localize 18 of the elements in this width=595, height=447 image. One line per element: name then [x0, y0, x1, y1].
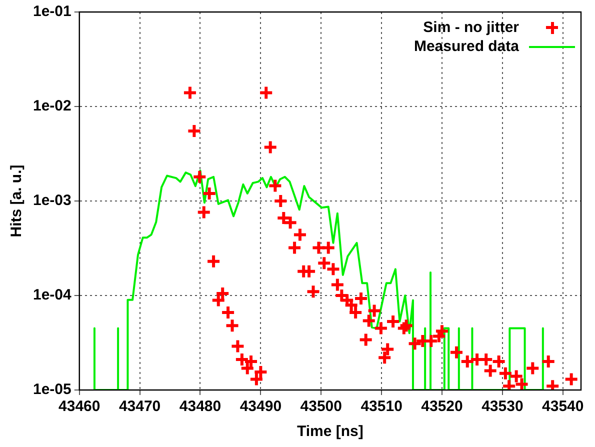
x-tick-label: 43520 [421, 398, 463, 416]
y-tick-label: 1e-01 [32, 3, 72, 20]
x-tick-label: 43470 [118, 398, 161, 416]
x-tick-label: 43530 [482, 398, 524, 416]
x-tick-label: 43510 [360, 398, 402, 416]
x-tick-label: 43460 [58, 398, 100, 416]
x-axis-title: Time [ns] [296, 423, 364, 440]
y-tick-label: 1e-04 [32, 286, 72, 304]
y-axis-title: Hits [a. u.] [8, 164, 26, 238]
y-tick-label: 1e-03 [32, 192, 72, 210]
legend-label: Sim - no jitter [423, 19, 519, 36]
x-tick-label: 43500 [300, 398, 342, 416]
x-tick-label: 43490 [240, 398, 282, 416]
y-tick-label: 1e-05 [32, 381, 72, 398]
x-tick-label: 43540 [542, 398, 584, 416]
x-tick-label: 43480 [179, 398, 222, 416]
y-tick-label: 1e-02 [32, 98, 72, 115]
legend-label: Measured data [414, 38, 519, 55]
